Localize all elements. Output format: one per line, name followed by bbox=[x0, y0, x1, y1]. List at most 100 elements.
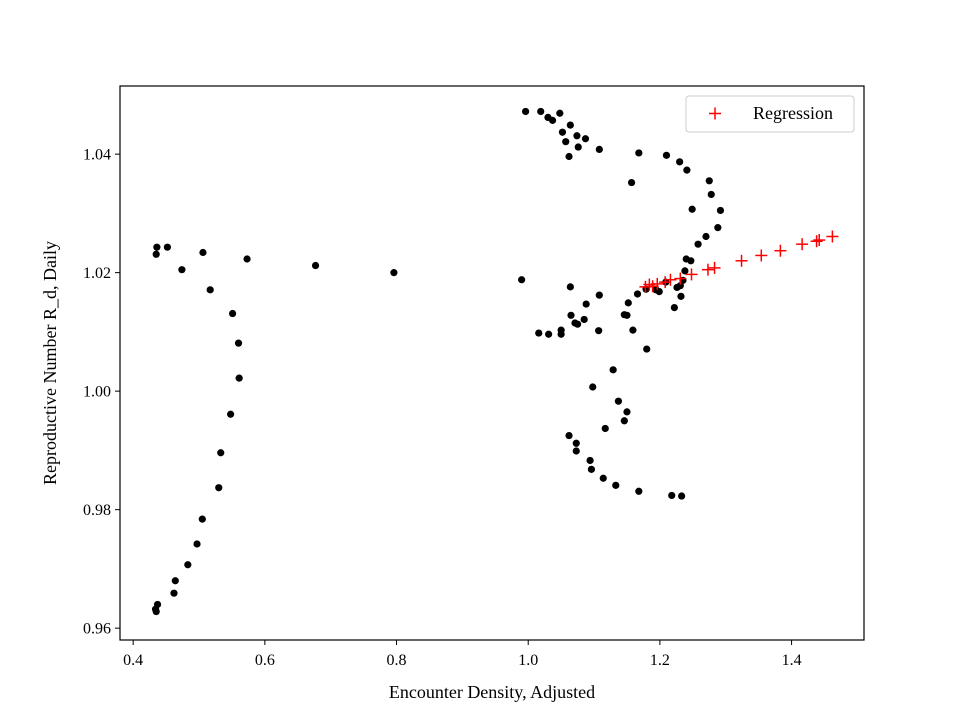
data-point bbox=[670, 304, 678, 312]
data-point bbox=[586, 456, 594, 465]
data-point bbox=[163, 243, 172, 251]
data-point bbox=[633, 290, 642, 298]
x-tick-label: 1.2 bbox=[650, 652, 670, 669]
data-point bbox=[643, 345, 651, 353]
data-point bbox=[707, 190, 715, 199]
regression-point bbox=[708, 261, 721, 274]
data-point bbox=[629, 326, 637, 334]
data-point bbox=[572, 439, 580, 447]
regression-point bbox=[755, 249, 768, 262]
data-point bbox=[217, 449, 225, 457]
regression-point bbox=[796, 238, 809, 251]
data-point bbox=[635, 487, 643, 495]
data-point bbox=[623, 408, 631, 416]
regression-point bbox=[674, 272, 687, 285]
data-point bbox=[662, 151, 671, 159]
x-axis-label: Encounter Density, Adjusted bbox=[389, 682, 595, 702]
data-point bbox=[589, 383, 597, 391]
data-point bbox=[311, 261, 320, 270]
legend-regression-label: Regression bbox=[753, 103, 833, 123]
data-point bbox=[170, 589, 178, 597]
y-tick-label: 0.96 bbox=[83, 621, 111, 638]
x-tick-label: 1.0 bbox=[518, 652, 538, 669]
data-point bbox=[206, 286, 214, 294]
data-point bbox=[153, 600, 162, 609]
data-point bbox=[581, 135, 590, 143]
data-point bbox=[193, 540, 201, 548]
data-point bbox=[562, 138, 570, 146]
data-point bbox=[557, 326, 565, 334]
data-point bbox=[184, 561, 192, 569]
data-point bbox=[714, 224, 722, 232]
data-point bbox=[567, 311, 575, 319]
data-point bbox=[171, 577, 179, 585]
data-point bbox=[535, 329, 543, 337]
regression-point bbox=[659, 276, 672, 289]
data-point bbox=[635, 149, 643, 157]
x-tick-label: 0.8 bbox=[387, 652, 407, 669]
data-point bbox=[572, 447, 580, 455]
data-point bbox=[573, 132, 581, 140]
data-point bbox=[153, 243, 161, 251]
data-point bbox=[601, 424, 609, 433]
regression-point bbox=[810, 235, 823, 248]
data-point bbox=[215, 484, 223, 492]
legend-box bbox=[685, 95, 855, 133]
data-point bbox=[566, 283, 574, 291]
x-tick-label: 0.6 bbox=[255, 652, 275, 669]
x-tick-label: 0.4 bbox=[123, 652, 143, 669]
data-point bbox=[574, 143, 582, 151]
data-point bbox=[587, 465, 596, 473]
data-point bbox=[614, 397, 623, 405]
data-point bbox=[556, 109, 564, 117]
data-point bbox=[624, 299, 632, 307]
data-point bbox=[565, 431, 573, 440]
data-point bbox=[566, 121, 574, 129]
x-tick-label: 1.4 bbox=[782, 652, 802, 669]
plot-area-frame bbox=[119, 85, 865, 641]
regression-point bbox=[701, 263, 714, 276]
regression-point bbox=[664, 273, 677, 286]
data-point bbox=[688, 205, 696, 213]
data-point bbox=[521, 107, 530, 116]
y-tick-label: 1.00 bbox=[83, 384, 111, 401]
data-point bbox=[609, 366, 617, 374]
data-point bbox=[716, 206, 725, 215]
data-point bbox=[705, 177, 713, 185]
data-point bbox=[580, 315, 588, 324]
data-point bbox=[702, 232, 710, 241]
data-point bbox=[595, 327, 603, 335]
data-point bbox=[683, 166, 691, 174]
data-point bbox=[620, 417, 628, 425]
data-point bbox=[623, 311, 631, 319]
data-point bbox=[627, 178, 636, 187]
data-point bbox=[178, 266, 186, 274]
data-point bbox=[582, 300, 590, 308]
data-point bbox=[234, 339, 243, 347]
data-point bbox=[678, 492, 686, 500]
data-point bbox=[565, 152, 573, 161]
data-point bbox=[694, 240, 702, 248]
y-axis: 0.96 0.98 1.00 1.02 1.04 bbox=[83, 147, 120, 638]
data-point bbox=[681, 267, 689, 275]
data-point bbox=[390, 269, 398, 277]
data-point bbox=[687, 257, 695, 265]
regression-point bbox=[685, 268, 698, 281]
data-point bbox=[199, 248, 207, 257]
plot-marks bbox=[151, 107, 839, 616]
data-point bbox=[573, 320, 582, 328]
regression-point bbox=[651, 277, 664, 290]
data-point bbox=[676, 158, 684, 166]
regression-point bbox=[774, 244, 787, 257]
y-tick-label: 0.98 bbox=[83, 502, 111, 519]
data-point bbox=[668, 491, 676, 500]
data-point bbox=[152, 607, 160, 616]
data-point bbox=[677, 292, 685, 300]
regression-point bbox=[826, 230, 839, 243]
data-point bbox=[235, 374, 243, 382]
data-point bbox=[228, 309, 237, 318]
data-point bbox=[537, 107, 545, 116]
data-point bbox=[599, 474, 607, 482]
data-point bbox=[595, 145, 603, 153]
